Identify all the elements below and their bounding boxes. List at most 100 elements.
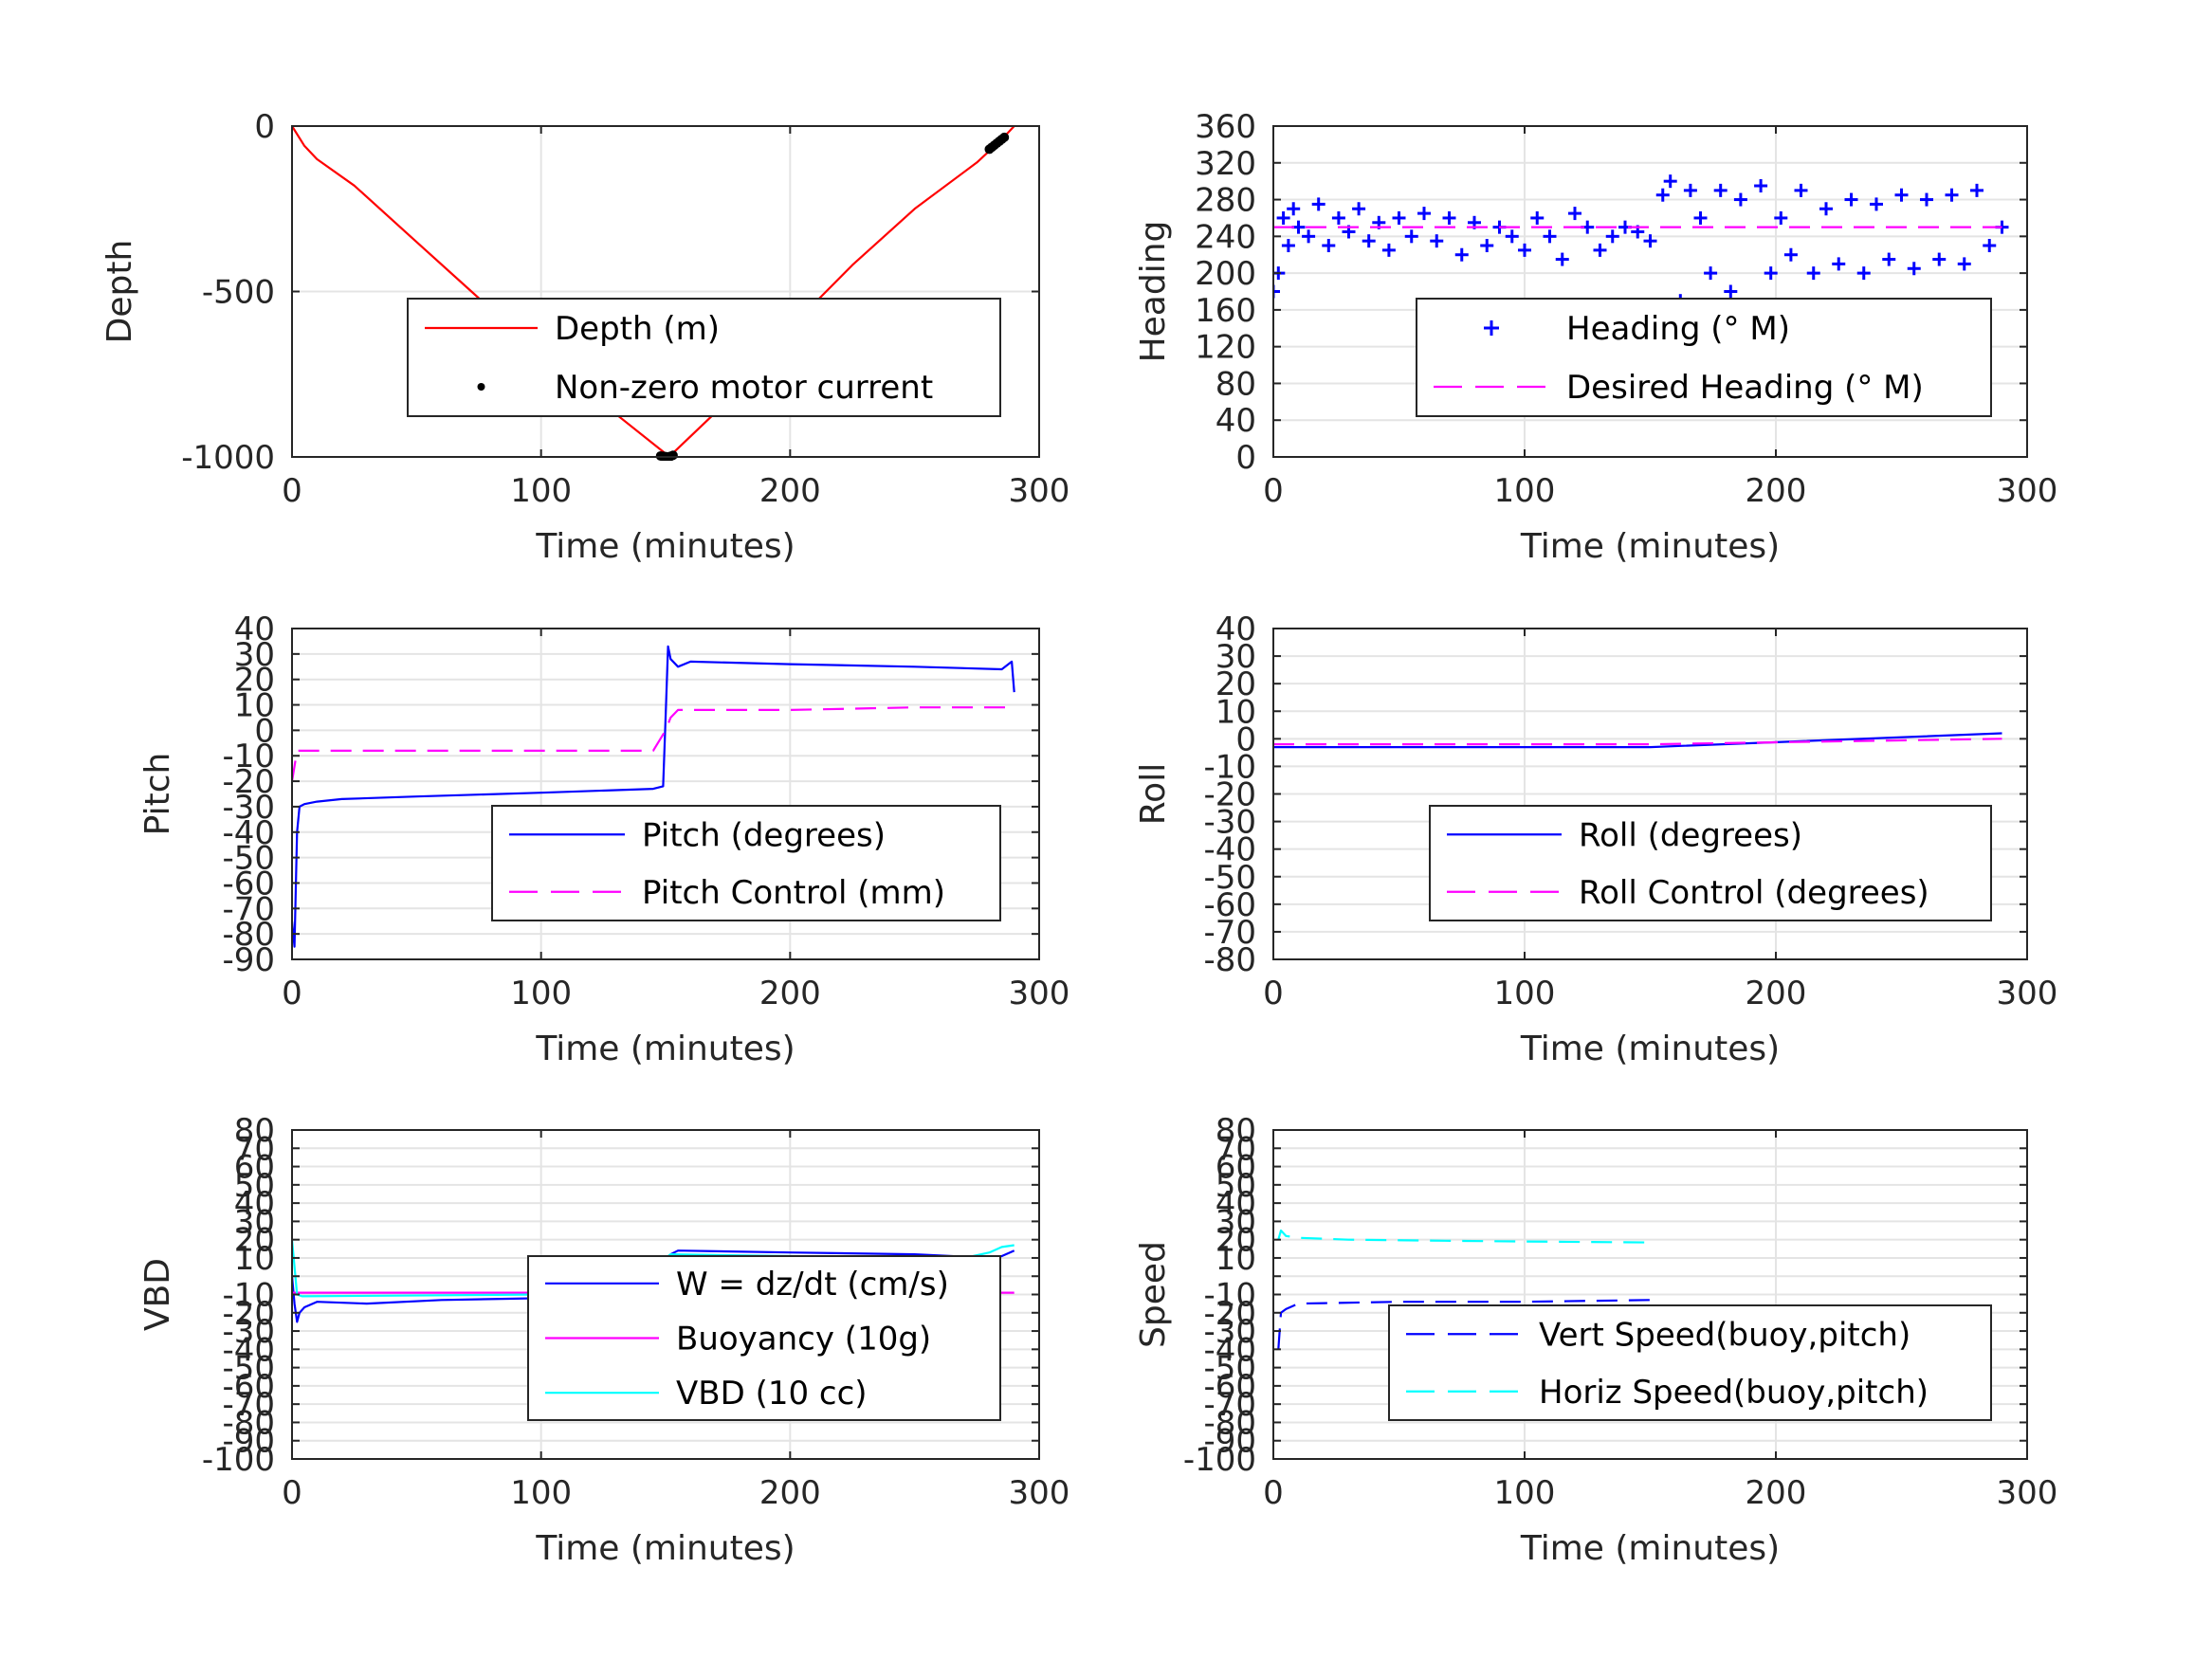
series-heading-m-point xyxy=(1945,188,1959,202)
y-tick-label: -70 xyxy=(222,890,275,928)
legend-marker xyxy=(477,383,485,391)
series-heading-m-point xyxy=(1794,183,1808,197)
series-heading-m-point xyxy=(1643,234,1657,248)
x-tick-label: 200 xyxy=(1746,1474,1807,1512)
y-tick-label: -10 xyxy=(1203,1277,1256,1315)
y-tick-label: -80 xyxy=(222,916,275,954)
y-tick-label: 10 xyxy=(234,1240,275,1278)
series-roll-degrees-line xyxy=(1273,732,2002,749)
series-heading-m-point xyxy=(1655,188,1670,202)
series-heading-m-point xyxy=(1273,284,1280,299)
x-tick-label: 0 xyxy=(1263,472,1284,510)
y-tick-label: -10 xyxy=(222,738,275,775)
y-tick-label: 320 xyxy=(1195,145,1256,183)
series-heading-m-point xyxy=(1454,247,1469,262)
legend-label: Heading (° M) xyxy=(1566,310,1790,348)
legend-label: Desired Heading (° M) xyxy=(1566,369,1924,407)
y-tick-label: 160 xyxy=(1195,292,1256,330)
series-heading-m-point xyxy=(1311,197,1325,211)
legend-label: Pitch (degrees) xyxy=(642,816,886,854)
x-tick-label: 0 xyxy=(1263,1474,1284,1512)
series-pitch-control-mm-line xyxy=(292,706,1015,782)
y-tick-label: -50 xyxy=(222,1350,275,1388)
series-heading-m-point xyxy=(1381,243,1396,257)
y-tick-label: 40 xyxy=(234,611,275,648)
series-heading-m-point xyxy=(1276,210,1290,225)
y-axis-label: Heading xyxy=(1134,221,1173,363)
y-tick-label: -60 xyxy=(1203,1368,1256,1406)
legend-label: Non-zero motor current xyxy=(555,369,933,407)
y-tick-label: 360 xyxy=(1195,108,1256,146)
series-heading-m-point xyxy=(1713,183,1728,197)
y-tick-label: -50 xyxy=(222,840,275,878)
y-tick-label: 10 xyxy=(1216,693,1256,731)
y-tick-label: 80 xyxy=(234,1112,275,1150)
legend: Depth (m) Non-zero motor current xyxy=(407,298,1001,417)
legend-box xyxy=(1388,1304,1992,1421)
series-heading-m-point xyxy=(1555,252,1569,266)
x-tick-label: 0 xyxy=(282,1474,302,1512)
series-heading-m-point xyxy=(1819,202,1833,216)
x-tick-label: 300 xyxy=(1009,975,1070,1012)
x-tick-label: 100 xyxy=(510,975,572,1012)
series-heading-m-point xyxy=(1322,239,1336,253)
series-heading-m-point xyxy=(1970,183,1983,197)
legend-box xyxy=(407,298,1001,417)
legend-label: Depth (m) xyxy=(555,310,720,348)
series-pitch-degrees-line xyxy=(292,645,1015,948)
y-tick-label: 0 xyxy=(1235,439,1256,477)
legend-box xyxy=(1416,298,1992,417)
depth-plot: 0 100 200 300 -1000 -500 0 Time (minutes) Depth D… xyxy=(101,108,1069,566)
series-heading-m-point xyxy=(1774,210,1788,225)
series-heading-m-point xyxy=(1806,266,1820,281)
legend-label: Buoyancy (10g) xyxy=(676,1321,931,1358)
x-tick-label: 100 xyxy=(1494,472,1556,510)
series-heading-m-point xyxy=(1832,257,1846,271)
x-axis-label: Time (minutes) xyxy=(535,527,795,566)
series-heading-m-point xyxy=(1754,179,1768,193)
series-heading-m-point xyxy=(1983,239,1997,253)
y-tick-label: -70 xyxy=(1203,1386,1256,1424)
y-tick-label: -20 xyxy=(1203,1295,1256,1333)
y-tick-label: 120 xyxy=(1195,329,1256,367)
legend: Vert Speed(buoy,pitch) Horiz Speed(buoy,p… xyxy=(1388,1304,1992,1421)
y-tick-label: -40 xyxy=(1203,831,1256,869)
series-group xyxy=(1273,732,2002,749)
y-tick-label: -60 xyxy=(222,865,275,902)
y-tick-label: -80 xyxy=(1203,941,1256,979)
series-group xyxy=(292,125,1015,461)
y-axis-label: Pitch xyxy=(138,753,177,836)
x-tick-label: 100 xyxy=(1494,1474,1556,1512)
x-tick-label: 200 xyxy=(759,1474,821,1512)
y-tick-label: -30 xyxy=(222,1313,275,1351)
y-tick-label: 70 xyxy=(1216,1130,1256,1168)
y-tick-label: 80 xyxy=(1216,1112,1256,1150)
series-heading-m-point xyxy=(1430,234,1444,248)
y-tick-label: -20 xyxy=(1203,776,1256,814)
y-tick-label: 70 xyxy=(234,1130,275,1168)
heading-plot: 0 100 200 30004080120160200240280320360Time… xyxy=(1134,108,2057,566)
x-tick-label: 100 xyxy=(510,472,572,510)
x-axis-label: Time (minutes) xyxy=(535,1529,795,1568)
legend-box xyxy=(491,805,1001,921)
legend: Pitch (degrees) Pitch Control (mm) xyxy=(491,805,1001,921)
y-tick-label: -70 xyxy=(1203,914,1256,952)
y-tick-label: 200 xyxy=(1195,255,1256,293)
y-tick-label: 30 xyxy=(234,636,275,674)
series-heading-m-point xyxy=(1932,252,1947,266)
y-tick-label: -40 xyxy=(1203,1331,1256,1369)
x-tick-label: 200 xyxy=(759,472,821,510)
series-heading-m-point xyxy=(1593,243,1607,257)
legend-box xyxy=(1429,805,1992,921)
y-axis-label: Speed xyxy=(1134,1241,1173,1348)
y-tick-label: -50 xyxy=(1203,859,1256,897)
series-heading-m-point xyxy=(1287,202,1301,216)
y-tick-label: 60 xyxy=(1216,1149,1256,1187)
y-tick-label: -100 xyxy=(202,1441,275,1479)
y-tick-label: -10 xyxy=(222,1277,275,1315)
x-tick-label: 100 xyxy=(1494,975,1556,1012)
x-tick-label: 300 xyxy=(1009,472,1070,510)
y-tick-label: 10 xyxy=(234,687,275,725)
vbd-plot: 0 100 200 300 -100-90-80-70-60-50-40-30-20-1… xyxy=(138,1112,1069,1568)
